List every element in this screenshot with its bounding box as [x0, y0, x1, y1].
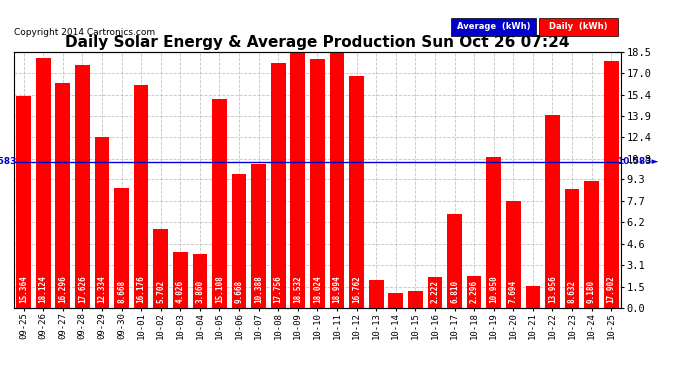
Bar	[310, 59, 325, 308]
Text: 17.756: 17.756	[274, 276, 283, 303]
FancyBboxPatch shape	[539, 18, 618, 36]
Bar	[17, 96, 31, 308]
Bar	[526, 285, 540, 308]
Text: 8.632: 8.632	[568, 280, 577, 303]
Title: Daily Solar Energy & Average Production Sun Oct 26 07:24: Daily Solar Energy & Average Production …	[65, 35, 570, 50]
Text: 4.026: 4.026	[176, 280, 185, 303]
Bar	[95, 138, 109, 308]
Text: 12.334: 12.334	[97, 276, 106, 303]
Bar	[486, 157, 501, 308]
Text: 16.296: 16.296	[58, 276, 67, 303]
Text: 6.810: 6.810	[450, 280, 459, 303]
Text: 18.124: 18.124	[39, 276, 48, 303]
Bar	[349, 76, 364, 308]
Bar	[408, 291, 423, 308]
Text: 9.180: 9.180	[587, 280, 596, 303]
Bar	[584, 181, 599, 308]
Bar	[428, 277, 442, 308]
Text: 15.108: 15.108	[215, 276, 224, 303]
Bar	[369, 280, 384, 308]
Bar	[604, 61, 618, 308]
Text: 17.902: 17.902	[607, 276, 615, 303]
Bar	[330, 46, 344, 308]
Text: 8.668: 8.668	[117, 280, 126, 303]
Bar	[36, 58, 50, 308]
Bar	[232, 174, 246, 308]
Text: 10.950: 10.950	[489, 276, 498, 303]
Text: 7.694: 7.694	[509, 280, 518, 303]
Bar	[290, 52, 305, 308]
Bar	[173, 252, 188, 308]
Text: 16.176: 16.176	[137, 276, 146, 303]
Bar	[506, 201, 521, 308]
Bar	[271, 63, 286, 308]
Text: 10.388: 10.388	[254, 276, 263, 303]
Bar	[447, 214, 462, 308]
Bar	[75, 64, 90, 308]
Text: 16.762: 16.762	[352, 276, 361, 303]
FancyBboxPatch shape	[451, 18, 536, 36]
Text: ◄10.583: ◄10.583	[0, 157, 18, 166]
Text: 13.956: 13.956	[548, 276, 557, 303]
Bar	[193, 254, 207, 308]
Bar	[388, 294, 403, 308]
Text: 3.860: 3.860	[195, 280, 204, 303]
Bar	[212, 99, 227, 308]
Text: Daily  (kWh): Daily (kWh)	[549, 22, 608, 32]
Bar	[134, 84, 148, 308]
Text: Copyright 2014 Cartronics.com: Copyright 2014 Cartronics.com	[14, 28, 155, 37]
Bar	[153, 229, 168, 308]
Text: 18.024: 18.024	[313, 276, 322, 303]
Text: 18.532: 18.532	[293, 276, 302, 303]
Text: 18.994: 18.994	[333, 276, 342, 303]
Text: 10.583►: 10.583►	[617, 157, 658, 166]
Text: 15.364: 15.364	[19, 276, 28, 303]
Text: 5.702: 5.702	[156, 280, 165, 303]
Bar	[114, 188, 129, 308]
Bar	[466, 276, 482, 308]
Bar	[564, 189, 580, 308]
Bar	[251, 164, 266, 308]
Text: Average  (kWh): Average (kWh)	[457, 22, 530, 32]
Text: 2.222: 2.222	[431, 280, 440, 303]
Text: 2.296: 2.296	[470, 280, 479, 303]
Bar	[545, 115, 560, 308]
Bar	[55, 83, 70, 308]
Text: 9.668: 9.668	[235, 280, 244, 303]
Text: 17.626: 17.626	[78, 276, 87, 303]
